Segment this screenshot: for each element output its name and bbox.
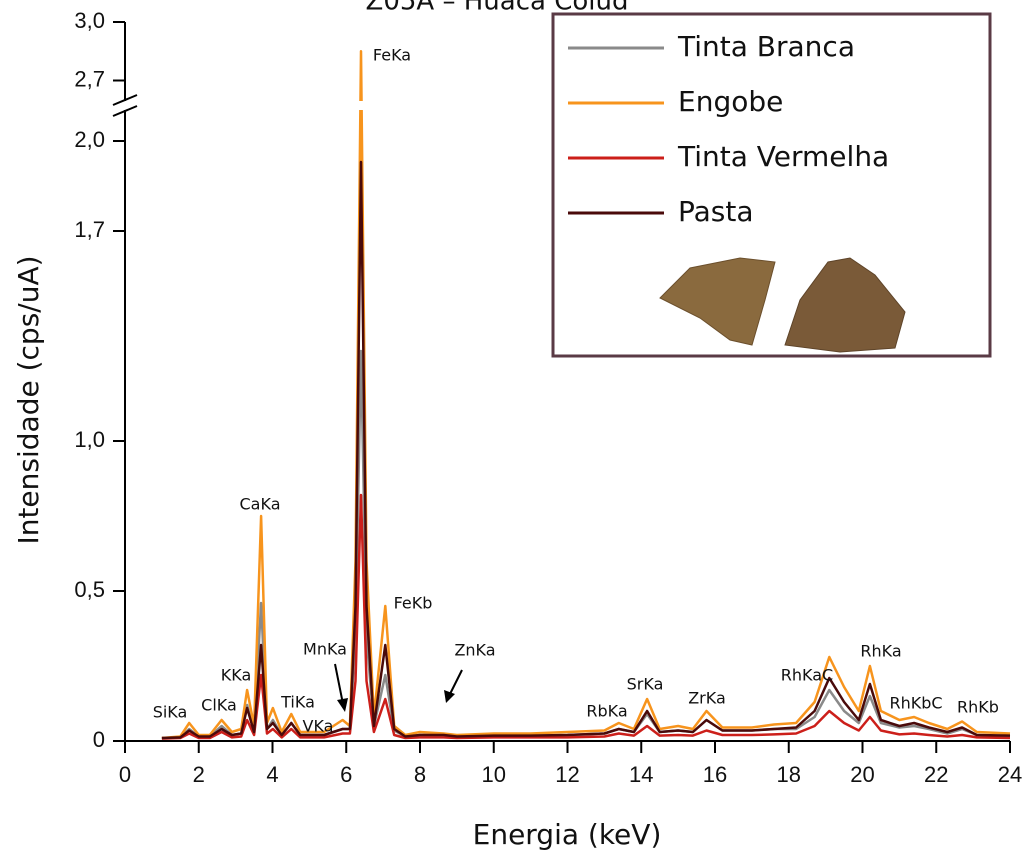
peak-label: RhKa bbox=[860, 642, 901, 661]
y-tick-label: 0 bbox=[93, 727, 105, 752]
chart-title: Z05A – Huaca Colud bbox=[366, 0, 629, 17]
peak-label: ZnKa bbox=[454, 641, 495, 660]
axis-break-gap bbox=[117, 101, 133, 110]
axis-break-mark bbox=[112, 105, 138, 117]
arrowhead bbox=[444, 690, 455, 703]
peak-label: FeKb bbox=[394, 594, 433, 613]
x-tick-label: 6 bbox=[340, 762, 352, 787]
x-tick-label: 20 bbox=[850, 762, 874, 787]
arrow bbox=[449, 669, 463, 695]
peak-label: SrKa bbox=[627, 675, 664, 694]
y-tick-label: 2,0 bbox=[74, 127, 105, 152]
y-tick-label: 1,7 bbox=[74, 217, 105, 242]
arrowhead bbox=[337, 698, 348, 712]
sherd-2 bbox=[784, 257, 906, 353]
x-tick-label: 18 bbox=[777, 762, 801, 787]
legend-box bbox=[551, 12, 992, 358]
x-tick-label: 12 bbox=[555, 762, 579, 787]
x-axis-title: Energia (keV) bbox=[473, 818, 662, 851]
arrow bbox=[334, 663, 344, 705]
x-tick-label: 4 bbox=[266, 762, 278, 787]
axis-break-mark bbox=[112, 94, 138, 106]
spectrum-line bbox=[161, 349, 1011, 740]
legend-label: Tinta Branca bbox=[677, 30, 855, 63]
y-axis-title: Intensidade (cps/uA) bbox=[12, 255, 45, 544]
peak-label: ClKa bbox=[201, 696, 237, 715]
legend-label: Engobe bbox=[678, 85, 783, 118]
legend-label: Pasta bbox=[678, 195, 754, 228]
peak-label: RhKb bbox=[957, 698, 999, 717]
peak-label: TiKa bbox=[280, 693, 315, 712]
peak-label: RbKa bbox=[586, 702, 627, 721]
peak-label: RhKbC bbox=[889, 694, 942, 713]
x-tick-label: 8 bbox=[414, 762, 426, 787]
legend: Tinta Branca Engobe Tinta Vermelha Pasta bbox=[568, 30, 889, 228]
x-tick-label: 10 bbox=[482, 762, 506, 787]
peak-label: ZrKa bbox=[688, 689, 726, 708]
x-tick-label: 0 bbox=[119, 762, 131, 787]
peak-label: SiKa bbox=[153, 703, 188, 722]
peak-label: MnKa bbox=[303, 640, 347, 659]
peak-label: KKa bbox=[221, 666, 252, 685]
peak-label: RhKaC bbox=[781, 666, 833, 685]
legend-label: Tinta Vermelha bbox=[677, 140, 889, 173]
x-tick-label: 22 bbox=[924, 762, 948, 787]
sherd-1 bbox=[659, 257, 776, 346]
spectrum-line bbox=[161, 49, 1011, 740]
sherd-photo bbox=[659, 257, 906, 353]
y-tick-label: 2,7 bbox=[74, 66, 105, 91]
peak-label: CaKa bbox=[240, 495, 281, 514]
y-tick-label: 1,0 bbox=[74, 427, 105, 452]
spectrum-line bbox=[161, 160, 1011, 740]
y-tick-label: 3,0 bbox=[74, 8, 105, 33]
peak-label: VKa bbox=[303, 717, 334, 736]
x-tick-label: 2 bbox=[193, 762, 205, 787]
peak-label: FeKa bbox=[373, 46, 411, 65]
x-tick-label: 14 bbox=[629, 762, 653, 787]
x-tick-label: 24 bbox=[998, 762, 1022, 787]
spectrum-line bbox=[161, 493, 1011, 740]
x-tick-label: 16 bbox=[703, 762, 727, 787]
y-tick-label: 0,5 bbox=[74, 577, 105, 602]
